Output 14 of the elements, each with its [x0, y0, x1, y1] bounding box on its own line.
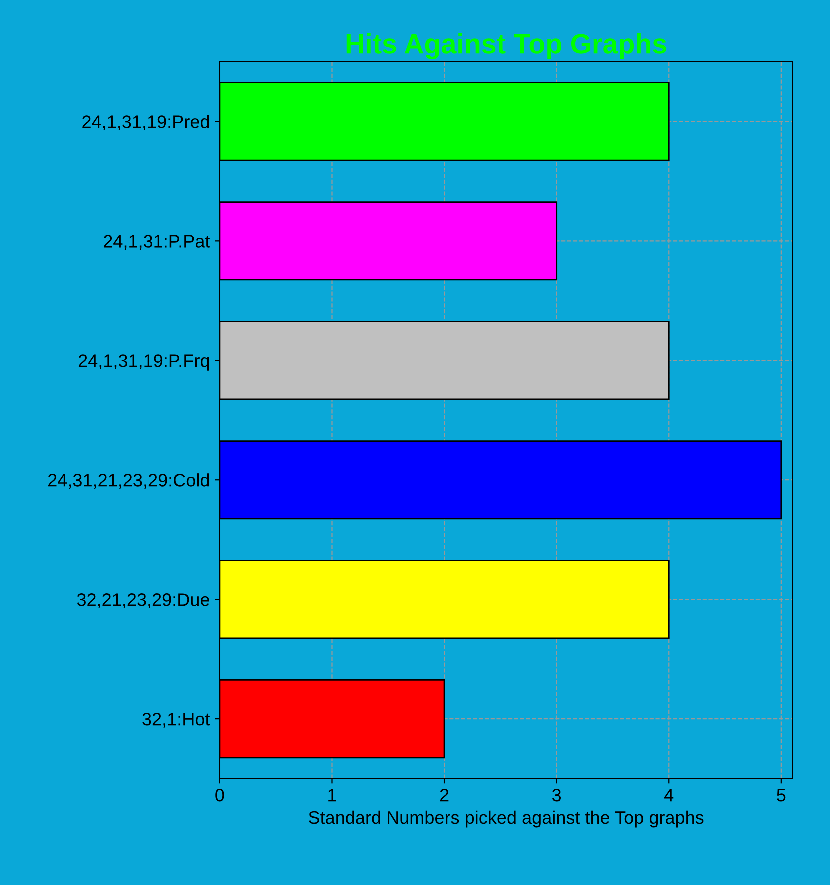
x-tick-label: 4	[664, 789, 674, 802]
y-tick-label: 32,1:Hot	[142, 712, 210, 728]
y-tick-label: 24,31,21,23,29:Cold	[48, 474, 210, 489]
y-tick-label: 32,21,23,29:Due	[77, 594, 210, 608]
x-tick-label: 1	[328, 789, 336, 802]
x-tick-label: 0	[216, 789, 224, 802]
chart-title: Hits Against Top Graphs	[346, 33, 666, 60]
x-tick-label: 2	[440, 789, 449, 802]
x-tick-label: 3	[552, 789, 562, 802]
x-axis-title: Standard Numbers picked against the Top graphs	[309, 810, 704, 828]
y-tick-label: 24,1,31,19:P.Frq	[78, 354, 210, 371]
y-tick-label: 24,1,31,19:Pred	[82, 115, 210, 131]
y-tick-label: 24,1,31:P.Pat	[104, 235, 210, 250]
x-tick-label: 5	[777, 789, 786, 802]
